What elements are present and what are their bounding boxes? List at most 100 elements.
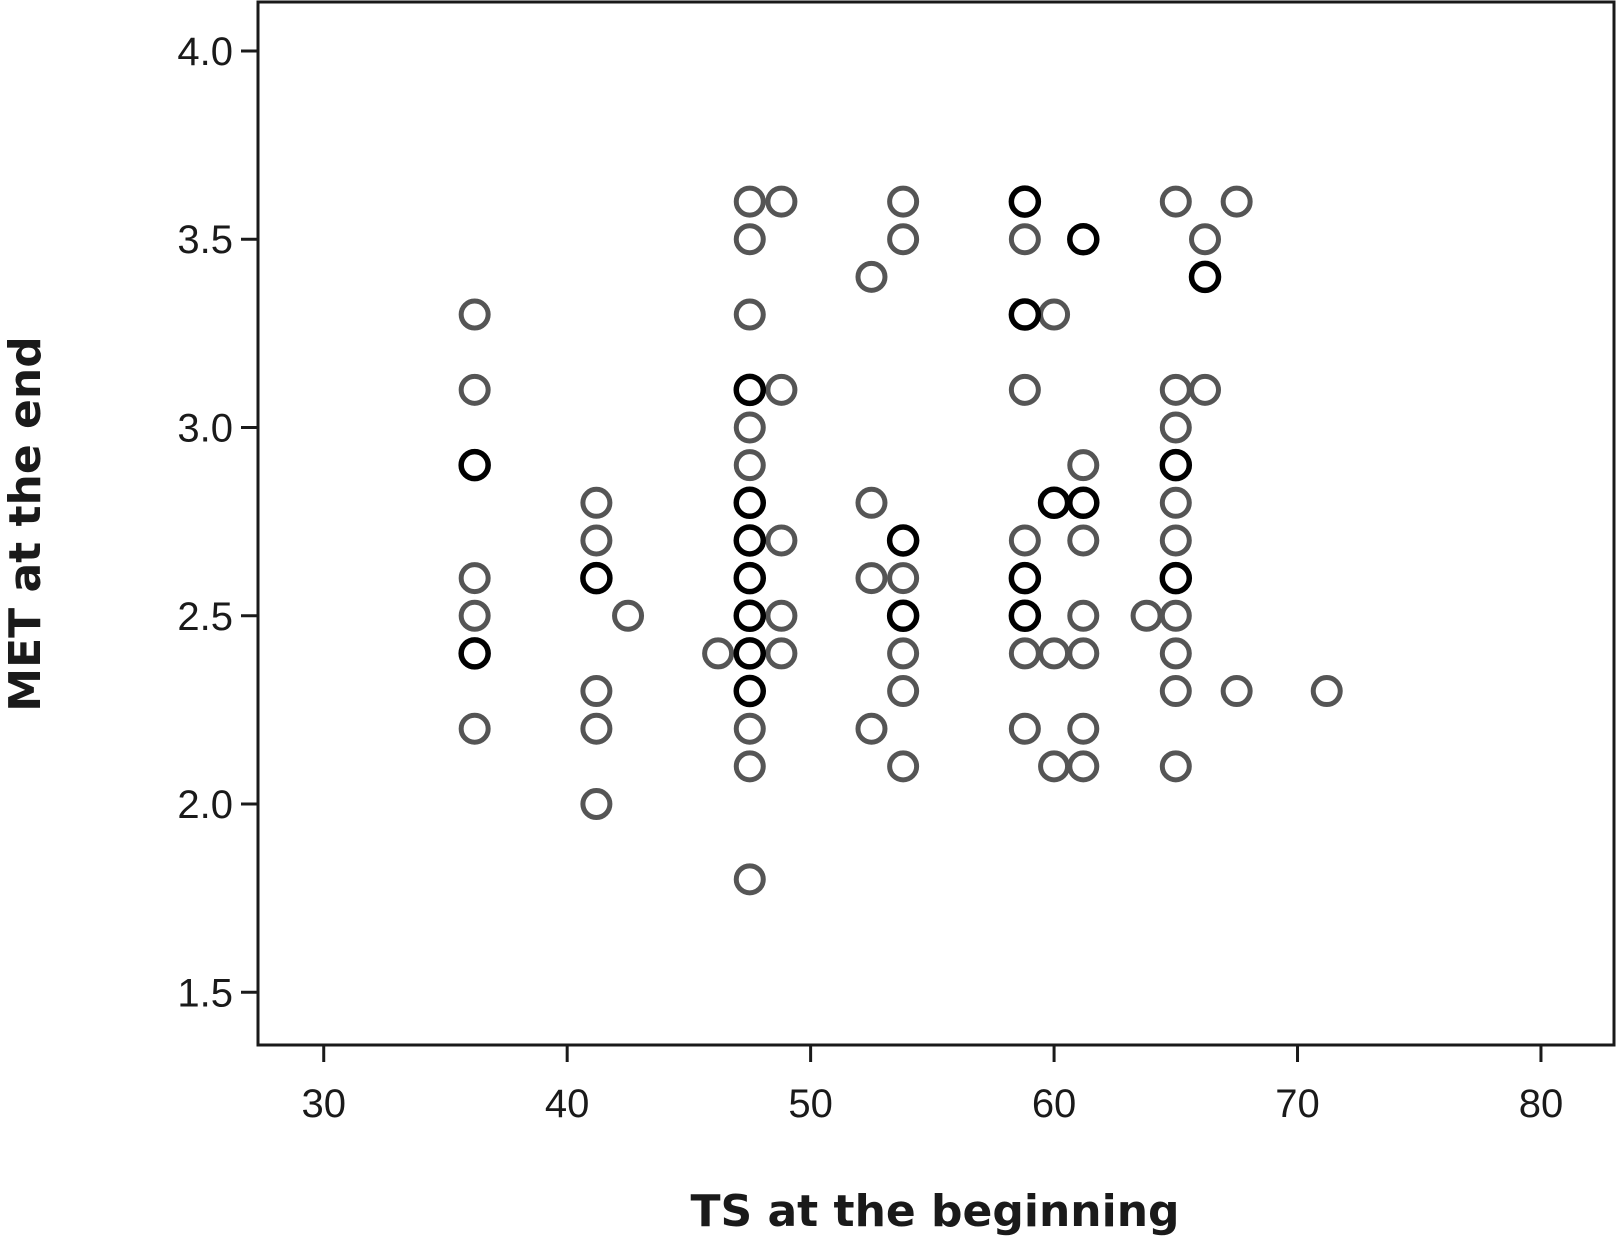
data-point — [1067, 712, 1100, 745]
data-point — [580, 524, 613, 557]
y-axis-title: MET at the end — [0, 336, 51, 711]
y-tick-label: 2.5 — [177, 595, 233, 639]
y-tick-label: 3.0 — [177, 406, 233, 450]
data-point-overlap — [1008, 599, 1042, 633]
data-point-overlap — [733, 524, 767, 557]
data-point-overlap — [733, 561, 767, 595]
y-tick-label: 2.0 — [177, 783, 233, 827]
data-point — [1008, 373, 1041, 406]
x-tick-label: 60 — [1032, 1082, 1077, 1126]
x-tick-label: 80 — [1519, 1082, 1564, 1126]
data-point — [1159, 524, 1192, 557]
data-point — [733, 223, 766, 256]
data-point — [580, 486, 613, 519]
data-point — [855, 260, 888, 293]
data-point — [1130, 599, 1163, 632]
data-point-overlap — [733, 486, 767, 520]
data-point — [1008, 223, 1041, 256]
data-point-overlap — [458, 448, 491, 482]
data-point — [765, 524, 798, 557]
data-point — [887, 223, 920, 256]
data-point — [1038, 637, 1071, 670]
data-point — [1159, 486, 1192, 519]
data-point — [855, 486, 888, 519]
data-point — [1189, 223, 1222, 256]
data-point-overlap — [886, 599, 920, 633]
data-point — [1310, 675, 1343, 708]
data-point — [458, 562, 491, 595]
data-point — [887, 675, 920, 708]
data-point — [1067, 524, 1100, 557]
data-point — [733, 863, 766, 896]
data-point — [765, 599, 798, 632]
plot-frame — [256, 0, 1616, 1047]
data-point — [887, 750, 920, 783]
data-point-overlap — [1037, 486, 1071, 520]
data-point — [1159, 411, 1192, 444]
data-point — [733, 298, 766, 331]
data-point-overlap — [1159, 561, 1193, 595]
y-tick-label: 4.0 — [177, 30, 233, 74]
data-point — [702, 637, 735, 670]
x-axis: 30 40 50 60 70 80 — [301, 1045, 1563, 1126]
data-point-overlap — [1067, 486, 1100, 520]
data-point — [1159, 599, 1192, 632]
data-point — [1038, 750, 1071, 783]
data-point — [733, 449, 766, 482]
data-point-overlap — [1008, 185, 1042, 218]
data-point-overlap — [733, 373, 767, 407]
data-point-overlap — [1159, 448, 1193, 482]
data-point — [458, 373, 491, 406]
data-point — [1008, 524, 1041, 557]
data-point-overlap — [1008, 561, 1042, 595]
data-point — [580, 712, 613, 745]
x-tick-label: 70 — [1275, 1082, 1320, 1126]
data-point-overlap — [733, 599, 767, 633]
data-point — [1067, 599, 1100, 632]
data-point-overlap — [1067, 222, 1100, 256]
data-point — [855, 712, 888, 745]
data-point — [1008, 637, 1041, 670]
data-point — [887, 562, 920, 595]
data-point — [733, 185, 766, 218]
data-point-overlap — [1008, 298, 1042, 331]
y-tick-label: 3.5 — [177, 218, 233, 262]
data-point — [733, 712, 766, 745]
data-point — [458, 712, 491, 745]
data-point — [887, 637, 920, 670]
data-point — [1067, 449, 1100, 482]
data-point — [1038, 298, 1071, 331]
data-point — [580, 675, 613, 708]
data-point — [1159, 675, 1192, 708]
data-point — [458, 599, 491, 632]
data-point — [765, 185, 798, 218]
data-point — [1159, 750, 1192, 783]
x-tick-label: 50 — [788, 1082, 833, 1126]
data-point — [1220, 185, 1253, 218]
y-tick-label: 1.5 — [177, 971, 233, 1015]
data-point — [458, 298, 491, 331]
data-point — [855, 562, 888, 595]
data-point — [733, 750, 766, 783]
data-point — [580, 788, 613, 821]
x-axis-title: TS at the beginning — [690, 1186, 1179, 1237]
data-point — [1159, 637, 1192, 670]
data-points — [458, 185, 1343, 896]
y-axis: 1.5 2.0 2.5 3.0 3.5 4.0 — [177, 30, 258, 1015]
data-point — [1067, 750, 1100, 783]
data-point-overlap — [733, 637, 767, 670]
data-point — [1067, 637, 1100, 670]
data-point — [765, 373, 798, 406]
data-point — [765, 637, 798, 670]
data-point-overlap — [580, 561, 613, 595]
data-point — [733, 411, 766, 444]
data-point-overlap — [458, 637, 491, 670]
data-point-overlap — [886, 524, 920, 557]
data-point — [612, 599, 645, 632]
data-point-overlap — [733, 674, 767, 708]
x-tick-label: 30 — [301, 1082, 346, 1126]
data-point — [1159, 185, 1192, 218]
data-point — [1189, 373, 1222, 406]
data-point — [1159, 373, 1192, 406]
data-point — [1220, 675, 1253, 708]
